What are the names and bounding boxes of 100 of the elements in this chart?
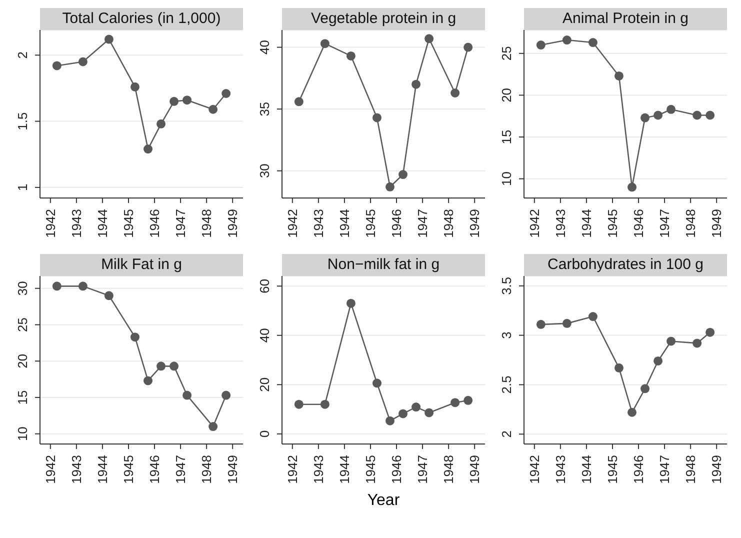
- x-tick-label: 1944: [94, 455, 110, 484]
- point: [130, 332, 140, 342]
- y-tick-label: 25: [499, 46, 514, 61]
- point: [640, 113, 650, 122]
- x-tick-label: 1949: [467, 209, 482, 238]
- y-tick-label: 3.5: [499, 276, 514, 295]
- x-tick-label: 1943: [552, 209, 568, 238]
- y-tick-label: 1.5: [15, 112, 30, 130]
- point: [412, 80, 421, 89]
- x-tick-label: 1946: [147, 209, 162, 238]
- point: [562, 36, 572, 45]
- point: [386, 416, 395, 426]
- x-tick-label: 1949: [225, 209, 240, 238]
- point: [692, 110, 702, 120]
- point: [372, 378, 382, 388]
- point: [614, 363, 624, 372]
- x-tick-label: 1943: [68, 455, 84, 484]
- y-tick-label: 2.5: [499, 376, 514, 394]
- point: [412, 402, 421, 412]
- y-tick-label: 35: [257, 102, 272, 116]
- x-tick-label: 1946: [389, 209, 404, 238]
- x-tick-label: 1946: [631, 455, 646, 484]
- point: [52, 282, 62, 291]
- x-tick-label: 1948: [441, 209, 456, 238]
- x-tick-label: 1943: [310, 209, 326, 238]
- y-tick-label: 30: [15, 281, 30, 296]
- x-tick-label: 1946: [389, 455, 404, 484]
- point: [372, 113, 382, 122]
- chart-title: Vegetable protein in g: [282, 8, 485, 30]
- chart-title: Animal Protein in g: [524, 8, 727, 30]
- point: [144, 376, 153, 386]
- point: [654, 356, 663, 366]
- x-tick-label: 1949: [467, 455, 482, 484]
- x-tick-label: 1947: [173, 209, 188, 238]
- y-tick-label: 15: [499, 130, 514, 144]
- x-tick-label: 1942: [284, 209, 300, 238]
- x-tick-label: 1944: [336, 209, 352, 238]
- point: [78, 282, 88, 291]
- x-tick-label: 1947: [657, 209, 672, 238]
- x-tick-label: 1947: [657, 455, 672, 484]
- point: [464, 42, 473, 52]
- x-tick-label: 1949: [709, 209, 724, 238]
- x-tick-label: 1946: [147, 455, 162, 484]
- point: [628, 182, 637, 192]
- point: [398, 170, 408, 180]
- point: [398, 409, 408, 418]
- point: [628, 408, 637, 417]
- point: [294, 97, 304, 106]
- x-tick-label: 1944: [578, 455, 594, 484]
- x-tick-label: 1948: [683, 455, 698, 484]
- x-tick-label: 1944: [94, 209, 110, 238]
- y-tick-label: 10: [499, 172, 514, 186]
- point: [104, 291, 114, 300]
- point: [320, 400, 330, 409]
- chart-title: Non−milk fat in g: [282, 254, 485, 276]
- point: [562, 318, 572, 328]
- point: [666, 104, 676, 114]
- point: [78, 57, 88, 66]
- y-tick-label: 40: [257, 40, 272, 55]
- x-tick-label: 1944: [578, 209, 594, 238]
- x-tick-label: 1948: [199, 209, 214, 238]
- y-tick-label: 30: [257, 164, 272, 178]
- x-tick-label: 1942: [284, 455, 300, 484]
- point: [294, 400, 304, 409]
- x-tick-label: 1945: [362, 455, 378, 484]
- point: [588, 38, 598, 48]
- x-tick-label: 1948: [683, 209, 698, 238]
- point: [464, 396, 473, 405]
- y-tick-label: 25: [15, 317, 30, 332]
- x-tick-label: 1942: [526, 209, 542, 238]
- point: [156, 362, 166, 371]
- y-tick-label: 3: [499, 332, 514, 339]
- point: [706, 110, 715, 120]
- x-tick-label: 1945: [604, 209, 620, 238]
- point: [208, 104, 218, 114]
- point: [536, 40, 546, 50]
- y-tick-label: 0: [257, 430, 272, 438]
- x-tick-label: 1947: [173, 455, 188, 484]
- point: [170, 96, 179, 106]
- y-tick-label: 20: [257, 377, 272, 392]
- point: [450, 88, 460, 98]
- point: [130, 82, 140, 92]
- x-tick-label: 1942: [526, 455, 542, 484]
- y-tick-label: 2: [15, 52, 30, 59]
- point: [640, 384, 650, 394]
- x-tick-label: 1945: [120, 455, 136, 484]
- y-tick-label: 20: [15, 354, 30, 368]
- point: [536, 320, 546, 329]
- point: [222, 88, 231, 98]
- point: [666, 336, 676, 346]
- x-tick-label: 1943: [552, 455, 568, 484]
- x-tick-label: 1942: [42, 209, 58, 238]
- x-tick-label: 1949: [709, 455, 724, 484]
- x-tick-label: 1943: [68, 209, 84, 238]
- point: [386, 182, 395, 192]
- x-tick-label: 1945: [604, 455, 620, 484]
- x-tick-label: 1948: [199, 455, 214, 484]
- point: [170, 362, 179, 371]
- point: [144, 144, 153, 154]
- point: [320, 39, 330, 48]
